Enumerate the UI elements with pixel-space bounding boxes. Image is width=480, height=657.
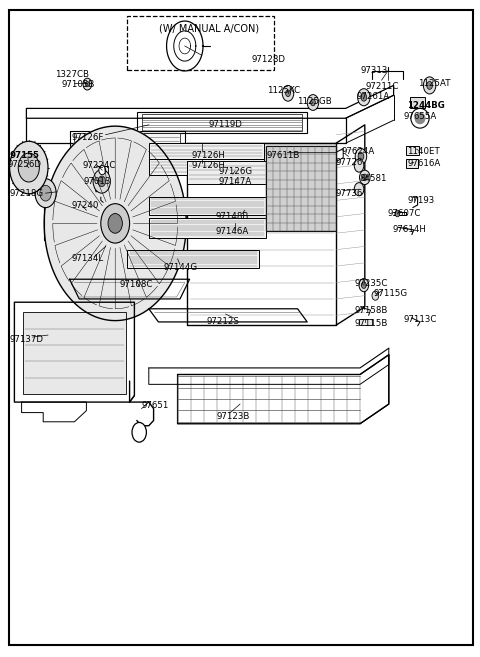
Text: 97123B: 97123B: [217, 412, 251, 421]
Circle shape: [35, 179, 56, 208]
Circle shape: [372, 291, 379, 300]
Text: 97224C: 97224C: [83, 161, 116, 170]
Circle shape: [362, 174, 367, 181]
Text: 97235C: 97235C: [354, 279, 388, 288]
Text: (W/ MANUAL A/CON): (W/ MANUAL A/CON): [159, 23, 259, 34]
Text: 97126G: 97126G: [218, 167, 252, 176]
Text: 97115B: 97115B: [354, 319, 388, 328]
Circle shape: [354, 183, 364, 196]
Text: 97193: 97193: [407, 196, 434, 205]
Text: 97105B: 97105B: [61, 79, 95, 89]
Circle shape: [361, 282, 366, 288]
Bar: [406, 146, 419, 155]
Circle shape: [132, 422, 146, 442]
Text: 97126F: 97126F: [72, 133, 104, 143]
Text: 97013: 97013: [84, 177, 111, 186]
Text: 97137D: 97137D: [10, 335, 44, 344]
Text: 97261A: 97261A: [356, 92, 389, 101]
Circle shape: [101, 204, 130, 243]
Bar: [149, 197, 266, 215]
Text: 1125KC: 1125KC: [267, 86, 300, 95]
Text: 97651: 97651: [142, 401, 169, 410]
Bar: [266, 146, 336, 231]
Bar: [23, 312, 126, 394]
Text: 97134L: 97134L: [71, 254, 103, 263]
Text: 97113C: 97113C: [403, 315, 437, 324]
Text: 97108C: 97108C: [120, 280, 154, 289]
Text: 1125AT: 1125AT: [418, 79, 450, 88]
Circle shape: [108, 214, 122, 233]
Circle shape: [85, 81, 89, 87]
Bar: [142, 114, 302, 131]
Circle shape: [427, 81, 432, 89]
Text: 97624A: 97624A: [342, 147, 375, 156]
Polygon shape: [44, 126, 186, 321]
Circle shape: [286, 90, 290, 97]
Bar: [127, 16, 274, 70]
Text: 97736: 97736: [336, 189, 363, 198]
Text: 97256D: 97256D: [7, 160, 41, 169]
Circle shape: [83, 78, 92, 90]
Circle shape: [423, 77, 436, 94]
Bar: [149, 143, 264, 159]
Text: 97115G: 97115G: [373, 289, 408, 298]
Text: 1327CB: 1327CB: [55, 70, 89, 79]
Text: 97313: 97313: [361, 66, 388, 75]
Bar: [127, 250, 259, 268]
Text: 97611B: 97611B: [266, 150, 300, 160]
Bar: [406, 159, 418, 168]
Bar: [359, 319, 372, 325]
Circle shape: [93, 170, 110, 193]
Bar: [74, 133, 180, 150]
Circle shape: [395, 210, 400, 217]
Circle shape: [358, 89, 370, 106]
Text: 84581: 84581: [359, 174, 386, 183]
Text: 97655A: 97655A: [403, 112, 436, 122]
Text: 1125GB: 1125GB: [297, 97, 331, 106]
Text: 97212S: 97212S: [206, 317, 239, 327]
Text: 97148B: 97148B: [216, 212, 250, 221]
Circle shape: [307, 95, 319, 110]
Circle shape: [40, 185, 51, 201]
Text: 97218G: 97218G: [10, 189, 44, 198]
Circle shape: [10, 141, 48, 194]
Text: 97126H: 97126H: [192, 150, 226, 160]
Circle shape: [99, 166, 106, 175]
Text: 97614H: 97614H: [393, 225, 427, 234]
Text: 1140ET: 1140ET: [407, 147, 440, 156]
Circle shape: [359, 279, 369, 292]
Circle shape: [311, 99, 315, 106]
Text: 97726: 97726: [336, 158, 363, 167]
Circle shape: [98, 176, 106, 187]
Circle shape: [354, 159, 364, 172]
Circle shape: [358, 152, 364, 160]
Circle shape: [361, 93, 367, 101]
Text: 97607C: 97607C: [388, 209, 421, 218]
Bar: [149, 159, 264, 175]
Bar: [149, 218, 266, 238]
Text: 97155: 97155: [10, 150, 39, 160]
Circle shape: [282, 85, 294, 101]
Text: 97128D: 97128D: [252, 55, 286, 64]
Bar: [410, 97, 425, 108]
Text: 97147A: 97147A: [218, 177, 252, 186]
Text: 97616A: 97616A: [407, 159, 440, 168]
Circle shape: [360, 170, 370, 185]
Text: 97119D: 97119D: [209, 120, 243, 129]
Ellipse shape: [415, 113, 425, 124]
Bar: [137, 112, 307, 133]
Text: 97211C: 97211C: [366, 81, 399, 91]
Circle shape: [355, 148, 367, 164]
Bar: [187, 161, 266, 184]
Text: 1244BG: 1244BG: [407, 101, 445, 110]
Text: 97240: 97240: [71, 201, 98, 210]
Text: 97158B: 97158B: [354, 306, 388, 315]
Text: 97146A: 97146A: [216, 227, 249, 236]
Text: 97144G: 97144G: [163, 263, 197, 272]
Circle shape: [18, 153, 39, 182]
Text: 97126H: 97126H: [192, 161, 226, 170]
